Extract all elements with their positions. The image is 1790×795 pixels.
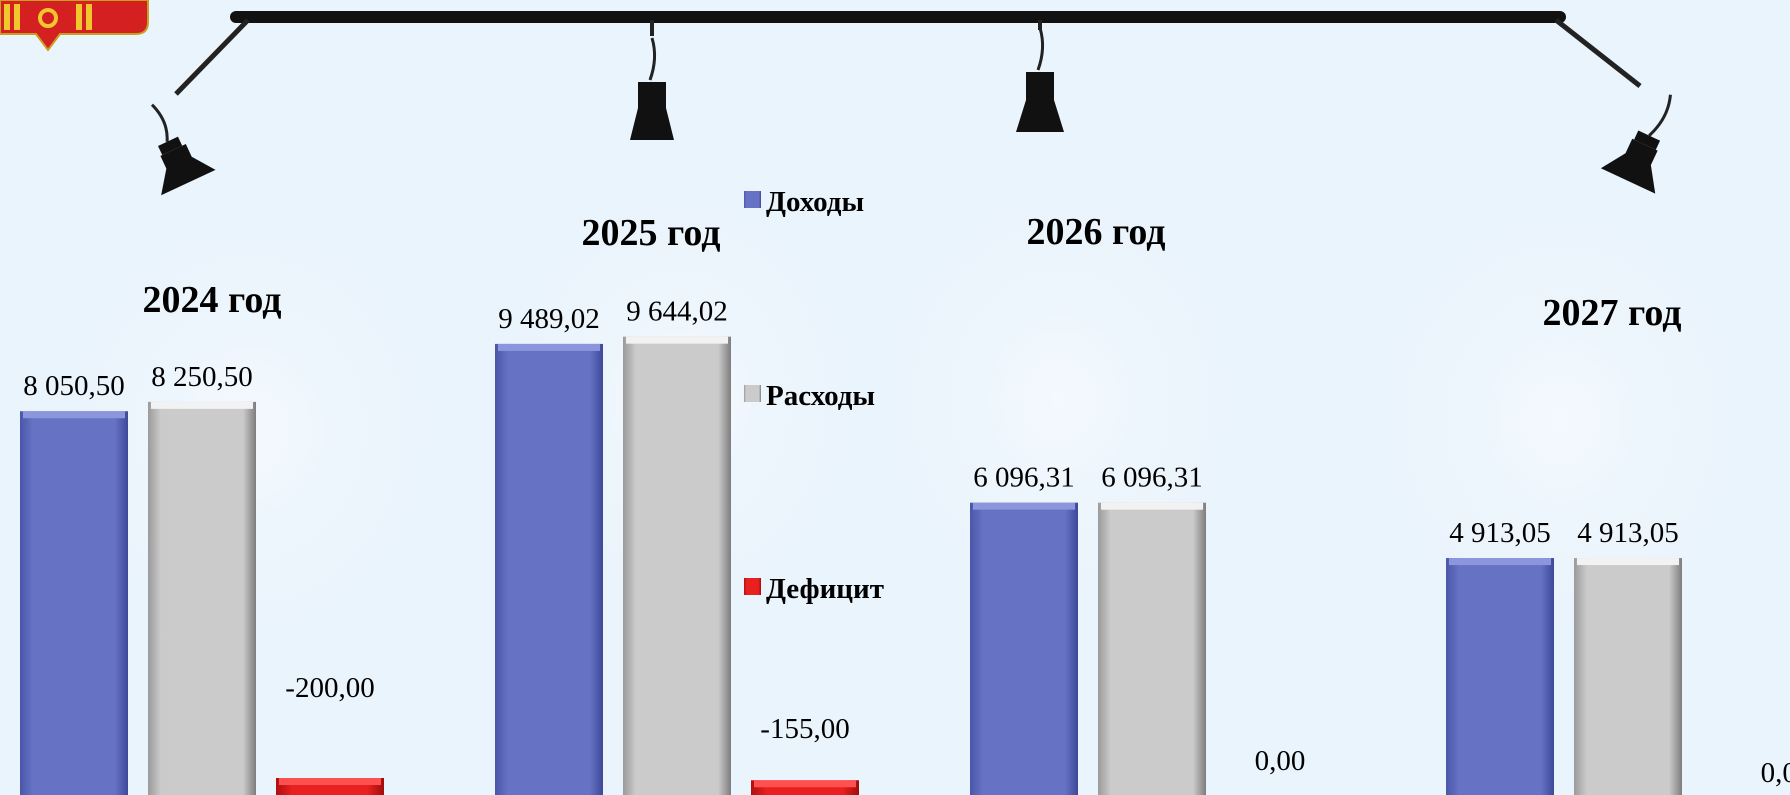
bar-income-bevel: [23, 411, 125, 419]
bar-income: [970, 502, 1078, 795]
spotlight-icon: [1600, 94, 1672, 194]
legend-swatch: [744, 191, 761, 208]
spotlight-icon: [630, 37, 674, 140]
bar-expense-bevel: [1101, 502, 1203, 510]
legend-item: Дефицит: [744, 573, 884, 605]
bar-income: [20, 411, 128, 795]
legend: Доходы Расходы Дефицит: [744, 186, 884, 605]
bar-expense-bevel: [1577, 558, 1679, 566]
bar-expense: [1098, 502, 1206, 795]
year-title: 2026 год: [1027, 211, 1166, 253]
bar-expense: [623, 336, 731, 795]
legend-label: Дефицит: [766, 573, 884, 605]
bar-income-bevel: [973, 502, 1075, 510]
coat-of-arms-icon: [0, 0, 149, 52]
bar-deficit-bevel: [279, 778, 381, 785]
bar-income-bevel: [1449, 558, 1551, 566]
data-label: 8 050,50: [23, 370, 125, 402]
bar-deficit-bevel: [754, 780, 856, 788]
bar-income: [495, 343, 603, 795]
light-beams: [20, 140, 1790, 690]
data-label: 0,00: [1255, 745, 1306, 777]
year-title: 2024 год: [143, 279, 282, 321]
year-title: 2027 год: [1543, 292, 1682, 334]
bar-expense-bevel: [151, 401, 253, 409]
bar-income: [1446, 558, 1554, 795]
data-label: 4 913,05: [1577, 517, 1679, 549]
year-titles: 2024 год 2025 год 2026 год 2027 год: [143, 211, 1682, 334]
year-title: 2025 год: [582, 212, 721, 254]
data-label: 9 489,02: [498, 303, 600, 335]
legend-swatch: [744, 385, 761, 402]
bar-income-bevel: [498, 343, 600, 351]
legend-item: Доходы: [744, 186, 864, 218]
data-label: -155,00: [760, 713, 849, 745]
data-label: 4 913,05: [1449, 517, 1551, 549]
bar-expense: [1574, 558, 1682, 795]
spotlight-icon: [1016, 27, 1064, 132]
bar-expense-bevel: [626, 336, 728, 344]
legend-label: Доходы: [766, 186, 864, 218]
legend-swatch: [744, 578, 761, 595]
legend-label: Расходы: [766, 380, 875, 412]
lamp-rail: [174, 11, 1642, 96]
data-label: 9 644,02: [626, 296, 728, 328]
bar-expense: [148, 401, 256, 795]
bars-layer: 8 050,50 8 250,50 -200,00 9 489,02 9 644,02 -…: [20, 296, 1790, 795]
legend-item: Расходы: [744, 380, 875, 412]
data-label: -200,00: [285, 672, 374, 704]
data-label: 6 096,31: [1101, 462, 1203, 494]
data-label: 8 250,50: [151, 361, 253, 393]
data-label: 6 096,31: [973, 462, 1075, 494]
data-label: 0,00: [1761, 757, 1790, 789]
spotlight-icon: [150, 103, 216, 196]
